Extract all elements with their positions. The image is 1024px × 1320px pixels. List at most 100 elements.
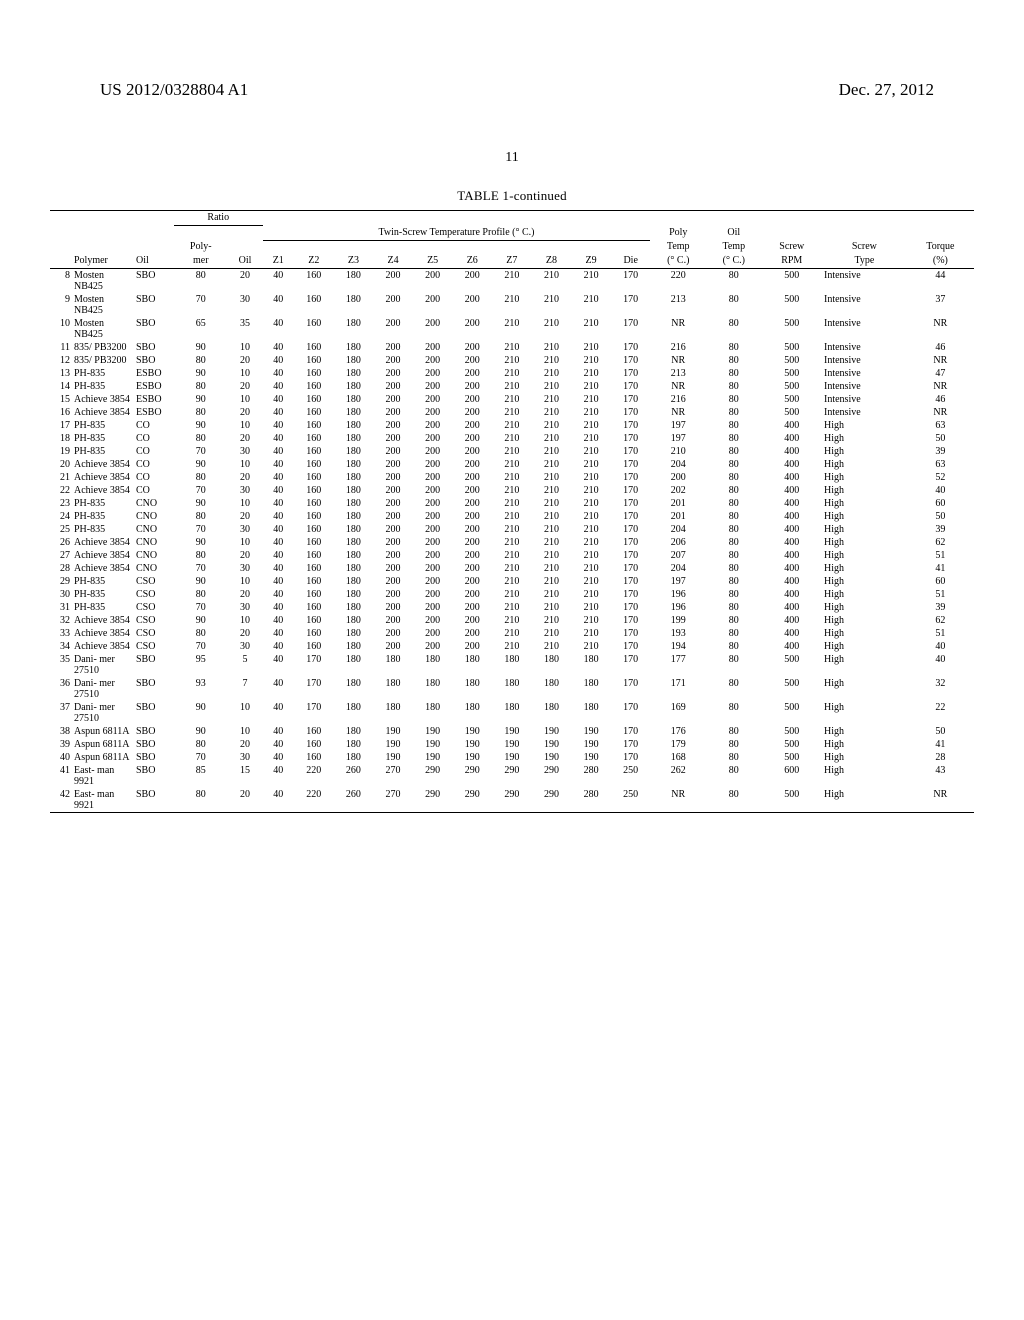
table-cell: 210: [571, 510, 611, 523]
table-cell: 200: [452, 317, 492, 341]
table-cell: 40: [263, 497, 295, 510]
table-cell: 80: [706, 317, 762, 341]
page-header: US 2012/0328804 A1 Dec. 27, 2012: [0, 0, 1024, 100]
table-cell: 190: [373, 738, 413, 751]
table-cell: 210: [571, 575, 611, 588]
table-cell: 180: [373, 677, 413, 701]
table-cell: 22: [907, 701, 974, 725]
table-cell: High: [822, 562, 907, 575]
table-cell: 180: [334, 341, 374, 354]
col-z7: Z7: [492, 254, 532, 269]
table-cell: 210: [492, 269, 532, 294]
table-cell: SBO: [134, 341, 174, 354]
table-cell: 160: [294, 471, 334, 484]
table-cell: 80: [706, 751, 762, 764]
table-cell: 20: [228, 510, 263, 523]
table-cell: PH-835: [72, 445, 134, 458]
table-head: Ratio Poly Oil Poly- Twin-Screw Temperat…: [50, 211, 974, 269]
table-cell: 200: [373, 523, 413, 536]
table-cell: 95: [174, 653, 228, 677]
table-cell: 40: [263, 738, 295, 751]
table-cell: 50: [907, 432, 974, 445]
table-cell: 20: [228, 380, 263, 393]
table-cell: 210: [571, 588, 611, 601]
table-cell: 200: [373, 497, 413, 510]
col-poly-temp: Poly: [650, 211, 706, 241]
table-row: 39Aspun 6811ASBO802040160180190190190190…: [50, 738, 974, 751]
table-row: 11835/ PB3200SBO901040160180200200200210…: [50, 341, 974, 354]
table-cell: 180: [452, 677, 492, 701]
table-cell: 190: [413, 751, 453, 764]
table-cell: 80: [706, 677, 762, 701]
table-row: 42East- man 9921SBO802040220260270290290…: [50, 788, 974, 813]
table-cell: 20: [228, 788, 263, 813]
table-cell: 180: [452, 653, 492, 677]
table-row: 36Dani- mer 27510SBO93740170180180180180…: [50, 677, 974, 701]
table-cell: SBO: [134, 269, 174, 294]
table-cell: 200: [413, 510, 453, 523]
table-cell: 400: [762, 549, 822, 562]
table-cell: 17: [50, 419, 72, 432]
table-cell: High: [822, 738, 907, 751]
table-cell: 210: [492, 406, 532, 419]
table-cell: 190: [452, 738, 492, 751]
table-cell: 20: [228, 588, 263, 601]
table-cell: 500: [762, 341, 822, 354]
table-cell: 210: [532, 341, 572, 354]
table-cell: 160: [294, 588, 334, 601]
table-cell: 207: [650, 549, 706, 562]
table-cell: 40: [263, 293, 295, 317]
table-cell: 210: [532, 293, 572, 317]
table-cell: 70: [174, 523, 228, 536]
table-cell: 200: [452, 575, 492, 588]
table-cell: 200: [413, 317, 453, 341]
table-cell: 200: [452, 523, 492, 536]
table-cell: 200: [373, 640, 413, 653]
table-cell: PH-835: [72, 432, 134, 445]
table-cell: 180: [334, 738, 374, 751]
table-cell: 80: [706, 536, 762, 549]
table-cell: 210: [492, 601, 532, 614]
table-cell: 160: [294, 549, 334, 562]
table-cell: 180: [334, 269, 374, 294]
table-cell: 30: [228, 523, 263, 536]
table-cell: 200: [413, 445, 453, 458]
col-polymer: Polymer: [72, 254, 134, 269]
table-cell: SBO: [134, 751, 174, 764]
table-cell: NR: [650, 380, 706, 393]
table-cell: 40: [263, 458, 295, 471]
table-cell: 290: [532, 788, 572, 813]
table-cell: 70: [174, 562, 228, 575]
table-cell: 40: [263, 354, 295, 367]
table-cell: 160: [294, 406, 334, 419]
table-cell: 200: [413, 497, 453, 510]
table-cell: 180: [532, 653, 572, 677]
table-cell: 200: [452, 445, 492, 458]
table-cell: 210: [532, 614, 572, 627]
col-oil: Oil: [134, 254, 174, 269]
table-cell: PH-835: [72, 523, 134, 536]
table-cell: 170: [611, 588, 651, 601]
table-cell: 180: [334, 575, 374, 588]
table-cell: 210: [532, 419, 572, 432]
table-cell: 210: [492, 562, 532, 575]
table-cell: 190: [492, 738, 532, 751]
table-cell: 200: [373, 406, 413, 419]
table-cell: 60: [907, 575, 974, 588]
table-cell: 210: [492, 393, 532, 406]
table-cell: 39: [907, 601, 974, 614]
table-cell: CSO: [134, 614, 174, 627]
table-cell: 180: [334, 588, 374, 601]
table-cell: 200: [413, 354, 453, 367]
col-z6: Z6: [452, 254, 492, 269]
table-cell: 190: [571, 738, 611, 751]
table-row: 18PH-835CO802040160180200200200210210210…: [50, 432, 974, 445]
table-cell: 12: [50, 354, 72, 367]
table-cell: 10: [228, 419, 263, 432]
table-cell: High: [822, 725, 907, 738]
table-cell: NR: [650, 406, 706, 419]
table-cell: 210: [492, 497, 532, 510]
col-torque: Torque: [907, 226, 974, 255]
table-cell: 170: [611, 341, 651, 354]
table-cell: 80: [706, 701, 762, 725]
